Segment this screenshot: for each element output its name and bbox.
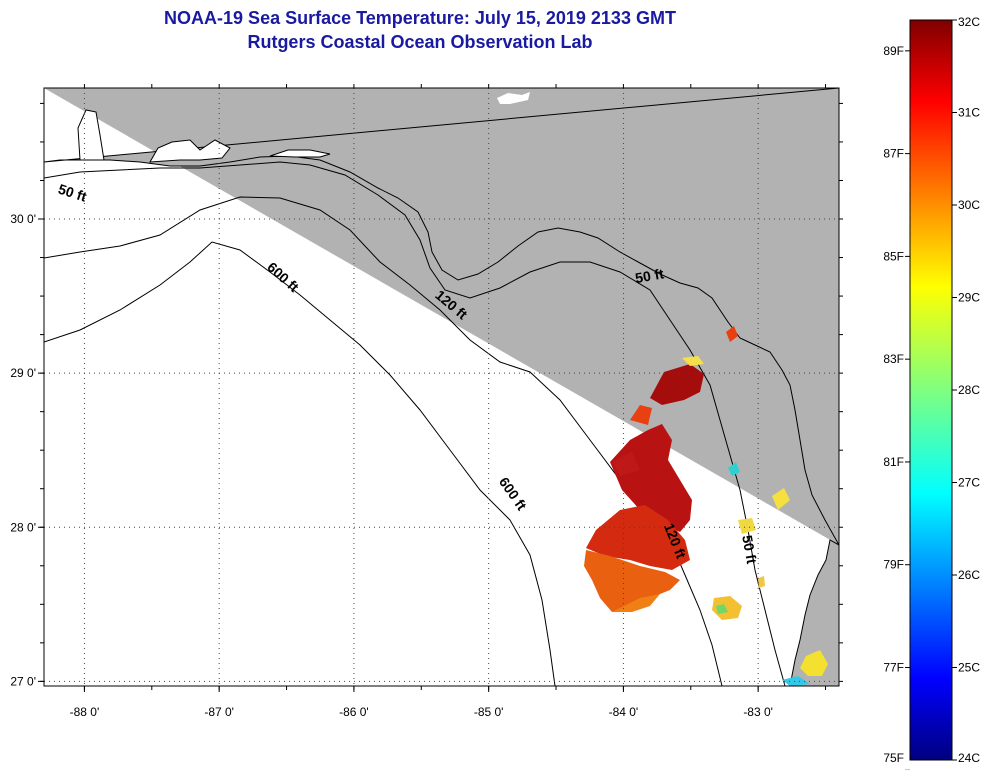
depth-contour-label: 50 ft [634, 265, 665, 286]
contour-600ft [44, 241, 556, 686]
pensacola-bays [149, 139, 231, 163]
lat-tick-label: 30 0' [10, 212, 36, 226]
fahrenheit-label: 85F [883, 249, 904, 263]
lon-tick-label: -87 0' [204, 705, 234, 719]
inland-lake [497, 92, 530, 104]
lon-tick-label: -85 0' [474, 705, 504, 719]
fahrenheit-label: 77F [883, 661, 904, 675]
celsius-label: 32C [958, 15, 980, 29]
sst-swath [584, 326, 828, 686]
celsius-label: 24C [958, 751, 980, 765]
colorbar [909, 19, 953, 761]
axis-ticks: -88 0' -87 0' -86 0' -85 0' -84 0' -83 0' 30 0… [10, 84, 843, 719]
colorbar-labels: 32C 31C 30C 29C 28C 27C 26C 25C 24C 89F 87F 85F 83F 8… [883, 15, 980, 770]
fahrenheit-label: 87F [883, 147, 904, 161]
contour-50ft [44, 161, 786, 686]
mobile-bay [77, 109, 105, 161]
lon-tick-label: -86 0' [339, 705, 369, 719]
celsius-label: 29C [958, 291, 980, 305]
lat-tick-label: 29 0' [10, 366, 36, 380]
lon-tick-label: -88 0' [70, 705, 100, 719]
lat-tick-label: 28 0' [10, 520, 36, 534]
celsius-label: 31C [958, 106, 980, 120]
fahrenheit-label: 81F [883, 455, 904, 469]
celsius-label: 26C [958, 568, 980, 582]
lat-tick-label: 27 0' [10, 674, 36, 688]
celsius-label: 27C [958, 476, 980, 490]
fahrenheit-label: 89F [883, 44, 904, 58]
map-subtitle: Rutgers Coastal Ocean Observation Lab [247, 32, 593, 52]
celsius-label: 25C [958, 661, 980, 675]
lon-tick-label: -83 0' [743, 705, 773, 719]
fahrenheit-label: 75F [883, 751, 904, 765]
celsius-label: 28C [958, 383, 980, 397]
fahrenheit-label: 79F [883, 558, 904, 572]
celsius-label: 30C [958, 198, 980, 212]
map-frame [43, 87, 840, 687]
map-title: NOAA-19 Sea Surface Temperature: July 15… [164, 8, 676, 28]
choctawhatchee-bay [269, 149, 331, 158]
land-mass [44, 88, 839, 686]
depth-contour-label: 50 ft [739, 534, 760, 565]
fahrenheit-label: 83F [883, 352, 904, 366]
lon-tick-label: -84 0' [609, 705, 639, 719]
